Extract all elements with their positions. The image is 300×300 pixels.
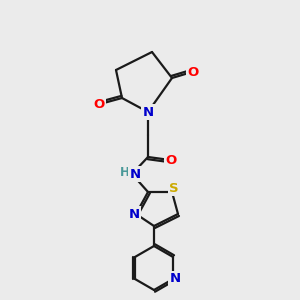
Text: S: S [169, 182, 179, 194]
Text: O: O [188, 65, 199, 79]
Text: N: N [129, 167, 141, 181]
Text: N: N [169, 272, 181, 286]
Text: H: H [120, 167, 130, 179]
Text: O: O [93, 98, 105, 110]
Text: N: N [128, 208, 140, 220]
Text: N: N [142, 106, 154, 118]
Text: O: O [165, 154, 177, 166]
